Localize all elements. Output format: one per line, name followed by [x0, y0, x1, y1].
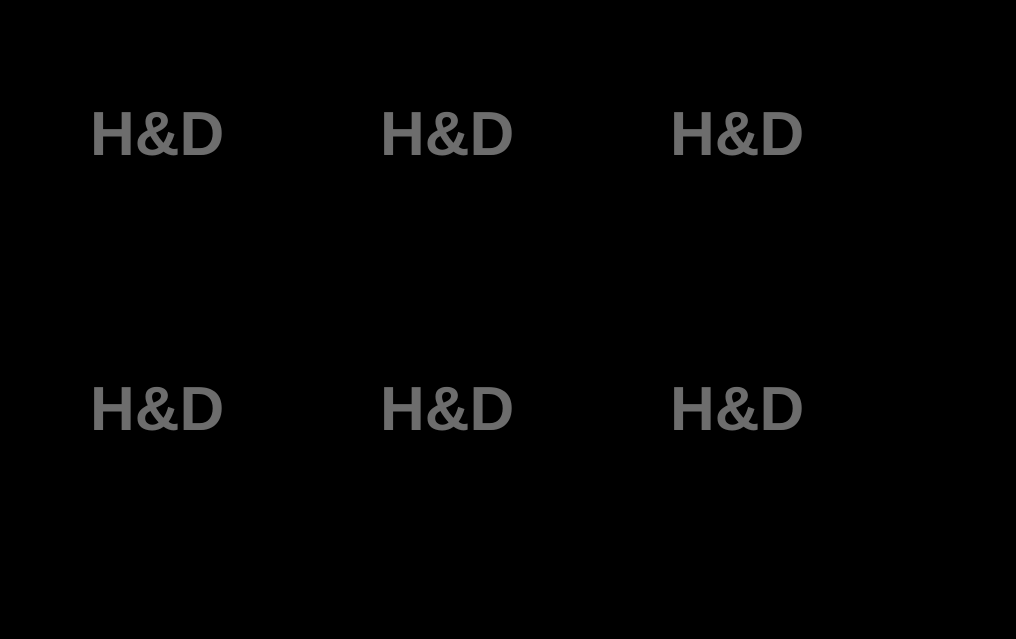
atom-label: O [570, 156, 626, 236]
watermark-text: H&D [90, 100, 224, 169]
atom-label: Cl [6, 366, 74, 446]
diagram-background [0, 0, 1016, 639]
atom-label: N [554, 366, 606, 446]
atom-label: H [554, 436, 606, 516]
watermark-text: H&D [380, 100, 514, 169]
watermark-text: H&D [380, 375, 514, 444]
watermark-text: H&D [670, 100, 804, 169]
atom-label: O [932, 321, 988, 401]
atom-label: O [412, 0, 468, 79]
chemical-structure-diagram: ClOOHNHOH&DH&DH&DH&DH&DH&D [0, 0, 1016, 639]
watermark-text: H&D [670, 375, 804, 444]
watermark-text: H&D [90, 375, 224, 444]
